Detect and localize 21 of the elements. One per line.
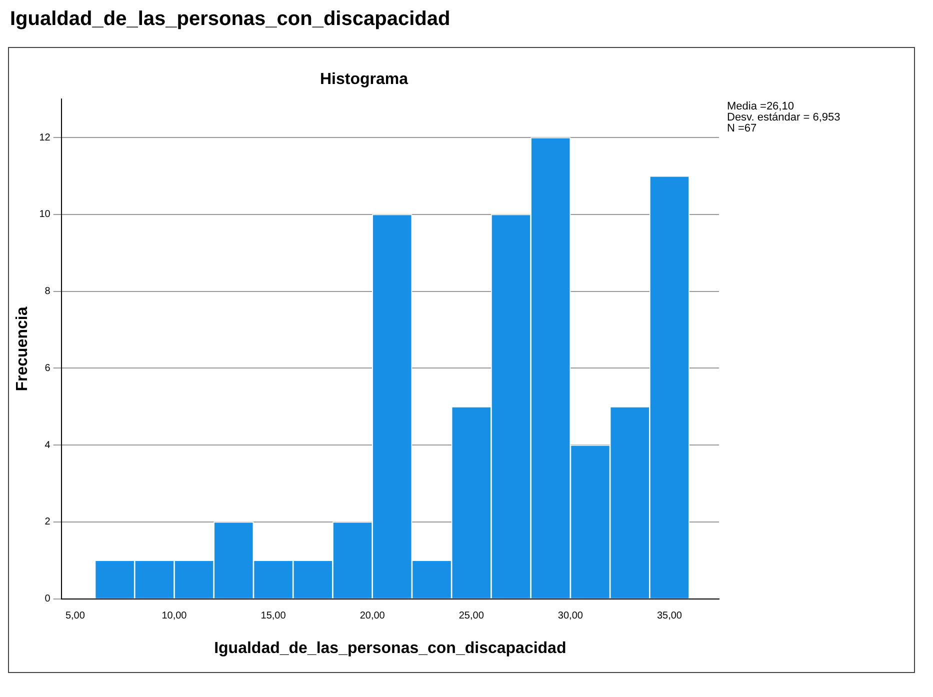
x-tick-label: 30,00 [558,610,584,622]
y-tick-label: 6 [44,362,51,374]
x-tick-label: 25,00 [458,610,484,622]
y-tick-label: 4 [44,440,51,451]
x-axis-title: Igualdad_de_las_personas_con_discapacidad [214,640,566,657]
text: Media =26,10 [727,100,794,113]
y-tick-label: 12 [39,132,51,144]
y-tick-label: 0 [44,594,51,605]
x-tick-label: 10,00 [162,610,188,622]
x-tick-label: 15,00 [260,610,286,622]
x-tick-label: 5,00 [65,610,86,622]
x-tick-label: 20,00 [360,610,386,622]
text: Desv. estándar = 6,953 [727,112,840,124]
y-axis-title: Frecuencia [14,306,32,392]
x-tick-label: 35,00 [656,610,682,622]
chart-title: Igualdad_de_las_personas_con_discapacidad [10,8,452,31]
y-tick-label: 10 [39,209,51,220]
chart-subtitle: Histograma [320,71,408,88]
text: N =67 [727,122,757,135]
y-tick-label: 8 [44,286,51,298]
y-tick-label: 2 [44,516,51,528]
